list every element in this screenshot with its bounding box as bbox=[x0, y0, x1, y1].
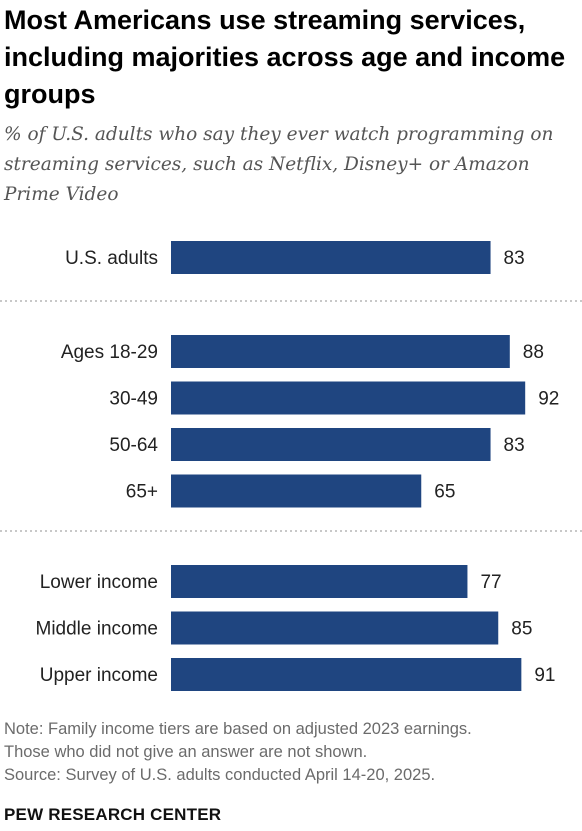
bar bbox=[171, 565, 468, 598]
category-label: 30-49 bbox=[109, 389, 158, 410]
category-label: Ages 18-29 bbox=[61, 342, 158, 363]
value-label: 65 bbox=[434, 482, 455, 503]
category-label: Upper income bbox=[40, 665, 158, 686]
value-label: 85 bbox=[511, 619, 532, 640]
bar bbox=[171, 474, 422, 508]
category-label: 65+ bbox=[126, 482, 158, 503]
value-label: 92 bbox=[538, 389, 559, 410]
chart-notes: Note: Family income tiers are based on a… bbox=[4, 718, 580, 787]
category-label: Middle income bbox=[36, 619, 159, 640]
category-label: 50-64 bbox=[109, 435, 158, 456]
chart-subtitle: % of U.S. adults who say they ever watch… bbox=[4, 124, 554, 205]
bar bbox=[171, 428, 491, 461]
value-label: 83 bbox=[504, 435, 525, 456]
bar bbox=[171, 381, 526, 415]
source-line: Source: Survey of U.S. adults conducted … bbox=[4, 766, 436, 784]
category-label: U.S. adults bbox=[65, 248, 158, 269]
bar bbox=[171, 658, 522, 691]
value-label: 77 bbox=[480, 572, 501, 593]
chart-title: Most Americans use streaming services, i… bbox=[4, 5, 566, 109]
bar bbox=[171, 241, 491, 274]
category-label: Lower income bbox=[40, 572, 158, 593]
bar-chart: U.S. adults 83 Ages 18-29 88 30-49 92 50-64 83 6… bbox=[0, 241, 582, 691]
brand-logo-text: PEW RESEARCH CENTER bbox=[4, 805, 222, 824]
bar bbox=[171, 611, 499, 645]
bar bbox=[171, 335, 510, 368]
note-line: Those who did not give an answer are not… bbox=[4, 743, 368, 761]
value-label: 91 bbox=[534, 665, 555, 686]
value-label: 83 bbox=[504, 248, 525, 269]
note-line: Note: Family income tiers are based on a… bbox=[4, 720, 472, 738]
value-label: 88 bbox=[523, 342, 544, 363]
